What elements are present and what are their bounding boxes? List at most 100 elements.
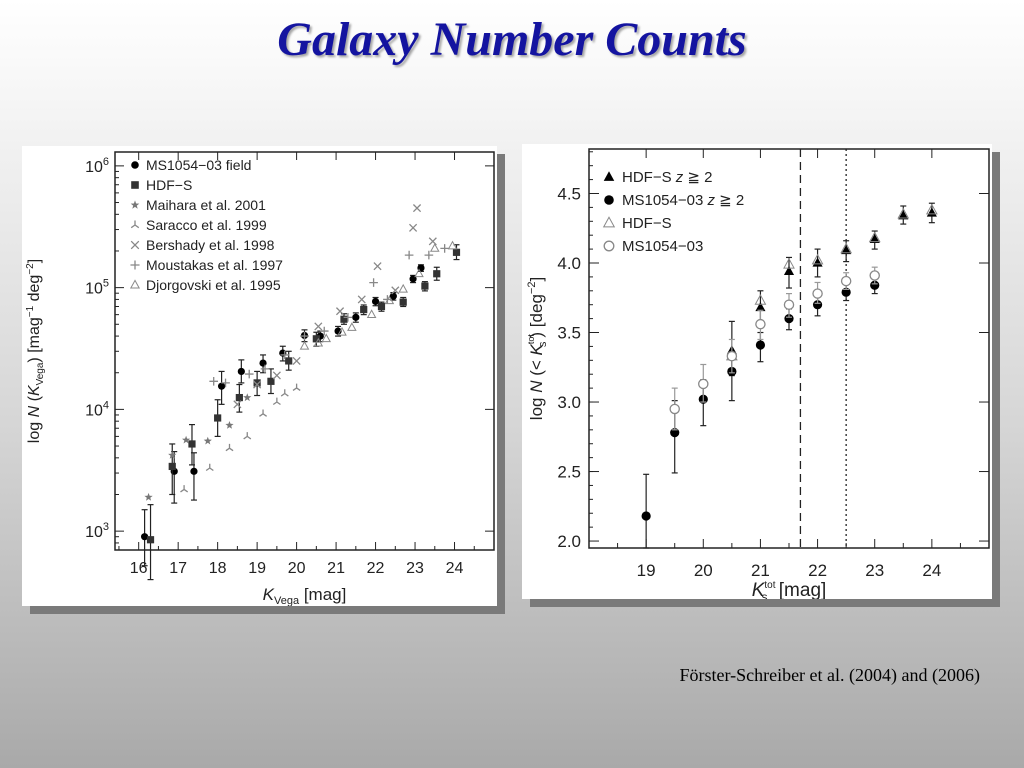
data-point — [755, 340, 766, 350]
data-point — [352, 313, 360, 321]
legend-marker — [604, 195, 614, 205]
data-point — [243, 432, 252, 440]
legend-label: Bershady et al. 1998 — [146, 237, 275, 253]
data-point — [144, 492, 153, 501]
data-point — [897, 207, 910, 219]
data-point — [337, 326, 347, 336]
data-point — [180, 485, 189, 493]
legend-marker — [131, 181, 139, 189]
data-point — [292, 383, 301, 391]
data-point — [168, 450, 177, 459]
x-tick-label: 18 — [209, 560, 227, 577]
data-point — [414, 268, 424, 278]
legend-marker — [603, 171, 615, 181]
series-triangle-filled — [726, 202, 937, 377]
data-point — [225, 421, 234, 429]
data-point — [319, 326, 329, 336]
data-point — [253, 380, 262, 389]
legend-label: MS1054−03 field — [146, 157, 251, 173]
data-point — [669, 403, 680, 415]
data-point — [840, 242, 853, 254]
data-point — [409, 223, 418, 232]
y-tick-label: 4.5 — [557, 184, 581, 203]
data-point — [424, 250, 434, 260]
data-point — [377, 302, 386, 311]
data-point — [840, 275, 852, 287]
series-tri — [180, 383, 301, 493]
data-point — [259, 409, 268, 417]
y-axis-label: log N (< Ktots) [deg−2] — [526, 277, 549, 420]
y-tick-label: 2.5 — [557, 463, 581, 482]
data-point — [869, 270, 880, 281]
y-tick-label: 105 — [85, 278, 109, 298]
data-point — [214, 414, 222, 422]
data-point — [698, 378, 709, 390]
data-point — [373, 262, 382, 271]
legend-marker — [130, 220, 140, 229]
x-axis-label: Ktot s [mag] — [752, 580, 827, 599]
data-point — [452, 248, 461, 256]
data-point — [243, 393, 252, 402]
legend-label: Saracco et al. 1999 — [146, 217, 267, 233]
data-point — [292, 356, 301, 365]
data-point — [244, 369, 254, 379]
legend-label: HDF−S — [146, 177, 192, 193]
data-point — [357, 295, 366, 304]
data-point — [868, 231, 881, 243]
data-point — [340, 315, 348, 323]
x-tick-label: 20 — [288, 560, 306, 577]
y-tick-label: 103 — [85, 521, 109, 541]
data-point — [447, 240, 458, 250]
data-point — [300, 331, 309, 341]
data-point — [440, 244, 449, 253]
data-point — [812, 300, 823, 310]
data-point — [783, 257, 795, 269]
data-point — [384, 295, 395, 305]
data-point — [783, 299, 795, 310]
data-point — [925, 203, 938, 215]
y-tick-label: 4.0 — [557, 254, 581, 273]
data-point — [221, 378, 230, 388]
data-point — [188, 440, 196, 448]
data-point — [391, 286, 400, 295]
y-tick-label: 2.0 — [557, 532, 581, 551]
data-point — [312, 335, 320, 343]
data-point — [272, 371, 281, 380]
data-point — [313, 337, 324, 347]
legend-label: MS1054−03 — [622, 238, 703, 255]
data-point — [347, 322, 357, 331]
series-square — [146, 244, 461, 581]
data-point — [811, 253, 824, 265]
data-point — [360, 306, 368, 314]
data-point — [841, 244, 852, 255]
legend-label: Djorgovski et al. 1995 — [146, 277, 281, 293]
data-point — [237, 367, 245, 376]
data-point — [314, 322, 323, 331]
data-point — [280, 389, 289, 397]
data-point — [285, 357, 293, 365]
data-point — [870, 280, 880, 290]
data-point — [182, 435, 191, 444]
legend-marker — [130, 260, 140, 270]
data-point — [267, 377, 275, 385]
data-point — [146, 536, 155, 544]
x-tick-label: 22 — [808, 561, 827, 580]
slide-title: Galaxy Number Counts — [277, 13, 747, 66]
y-tick-label: 104 — [85, 399, 109, 419]
legend-marker — [129, 279, 141, 289]
data-point — [755, 301, 766, 312]
x-tick-label: 19 — [637, 561, 656, 580]
y-axis-label: log N (KVega) [mag−1 deg−2] — [25, 259, 46, 443]
data-point — [812, 288, 823, 299]
data-point — [190, 467, 198, 475]
x-tick-label: 21 — [327, 560, 345, 577]
data-point — [299, 340, 310, 350]
series-circle-open — [669, 266, 880, 431]
data-point — [209, 377, 219, 386]
data-point — [433, 270, 441, 278]
legend-label: Moustakas et al. 1997 — [146, 257, 283, 273]
data-point — [321, 333, 332, 343]
legend: HDF−S z ≧ 2 MS1054−03 z ≧ 2 HDF−S MS1054−03 — [602, 169, 744, 255]
cumulative-counts-chart: 19 20 21 22 23 24 2.0 2.5 3.0 3.5 4.0 4.5 Ktot s [mag… — [526, 148, 990, 599]
data-point — [399, 298, 407, 306]
